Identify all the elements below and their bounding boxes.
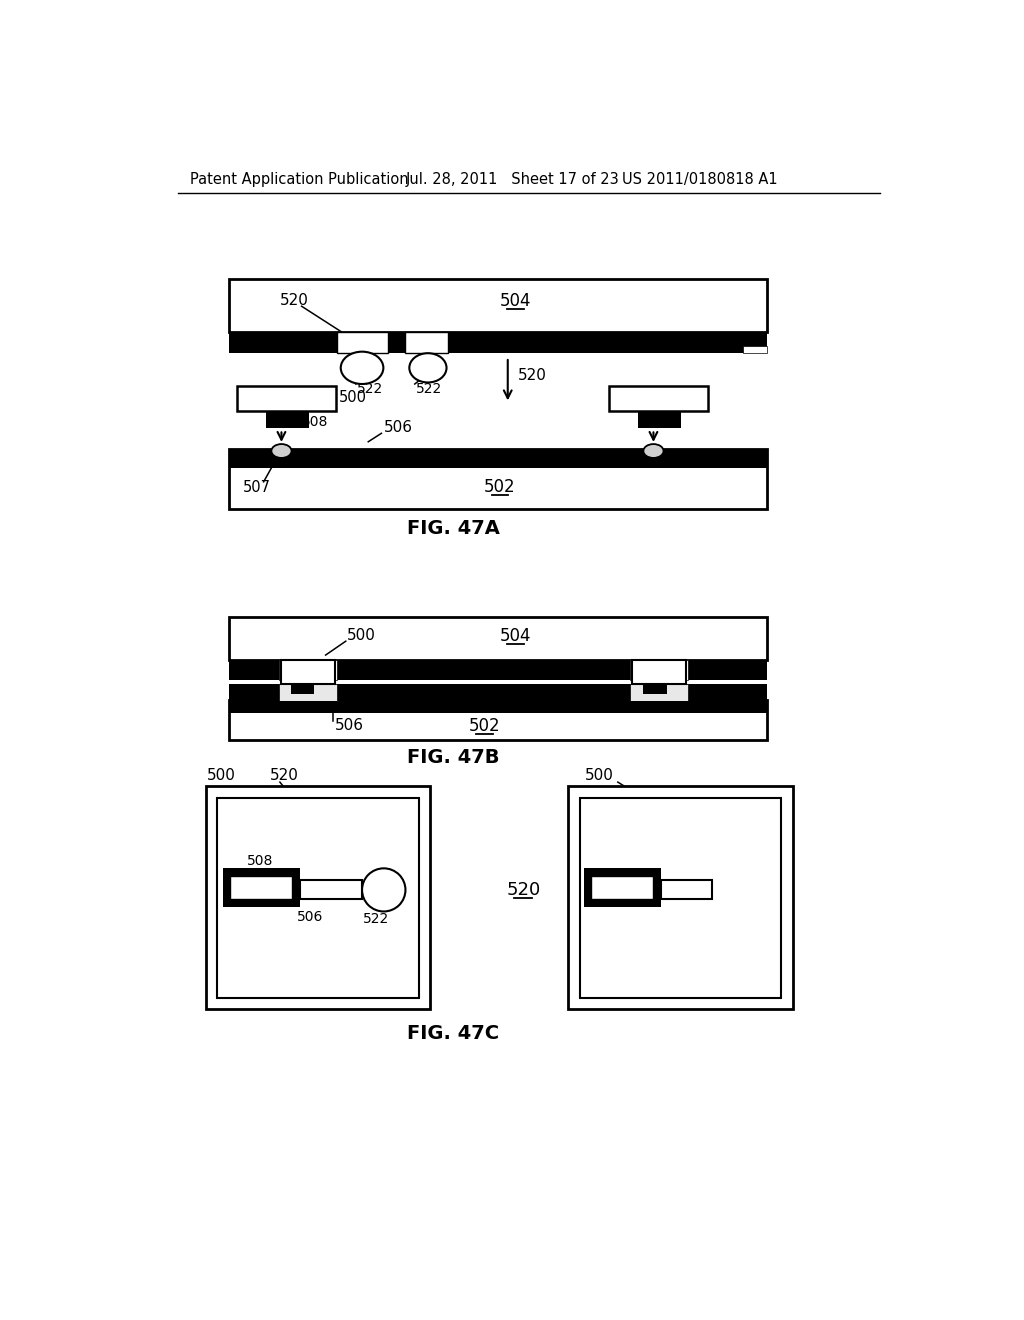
Bar — [237, 387, 336, 411]
Text: 500: 500 — [207, 768, 236, 784]
Bar — [228, 701, 767, 713]
Text: 504: 504 — [500, 292, 531, 310]
Text: 520: 520 — [270, 768, 299, 784]
Bar — [266, 411, 308, 428]
Text: 500: 500 — [347, 628, 376, 643]
Text: 500: 500 — [586, 768, 614, 784]
Bar — [337, 331, 388, 354]
Text: 520: 520 — [506, 880, 541, 899]
Text: 510: 510 — [289, 447, 315, 462]
Text: 520: 520 — [407, 684, 436, 698]
Bar — [280, 684, 337, 701]
Bar — [630, 701, 691, 713]
Bar — [228, 616, 767, 660]
Text: 520: 520 — [518, 368, 547, 383]
Bar — [228, 449, 767, 469]
Bar — [630, 684, 688, 701]
Text: 508: 508 — [302, 414, 329, 429]
Text: 502: 502 — [484, 478, 516, 496]
Bar — [206, 785, 430, 1010]
Text: US 2011/0180818 A1: US 2011/0180818 A1 — [623, 172, 778, 186]
Text: 506: 506 — [384, 420, 413, 436]
Text: 500: 500 — [339, 389, 367, 405]
Ellipse shape — [271, 444, 292, 458]
Bar — [228, 700, 767, 739]
Text: 522: 522 — [357, 383, 384, 396]
Bar — [228, 331, 767, 354]
Bar — [630, 660, 688, 680]
Bar — [280, 660, 337, 680]
Bar — [228, 280, 767, 331]
Bar — [568, 785, 793, 1010]
Bar — [584, 869, 662, 907]
Ellipse shape — [410, 354, 446, 383]
Bar — [643, 684, 667, 693]
Text: 507: 507 — [243, 479, 270, 495]
Bar — [291, 684, 314, 693]
Text: 504: 504 — [500, 627, 531, 644]
Text: 506: 506 — [335, 718, 364, 734]
Text: 522: 522 — [362, 912, 389, 927]
Text: 508: 508 — [248, 854, 273, 867]
Text: FIG. 47B: FIG. 47B — [408, 748, 500, 767]
Bar — [271, 701, 337, 713]
Text: 506: 506 — [297, 909, 324, 924]
Bar — [406, 331, 449, 354]
Text: 502: 502 — [469, 717, 501, 735]
Ellipse shape — [341, 351, 383, 384]
Bar — [742, 346, 767, 354]
Text: Patent Application Publication: Patent Application Publication — [190, 172, 409, 186]
Bar — [228, 684, 767, 701]
Bar — [580, 797, 781, 998]
Bar — [608, 387, 708, 411]
Bar — [222, 869, 300, 907]
Text: FIG. 47C: FIG. 47C — [408, 1024, 500, 1043]
Ellipse shape — [643, 444, 664, 458]
Bar — [228, 660, 767, 680]
Bar — [592, 876, 653, 899]
Bar — [300, 880, 362, 899]
Text: FIG. 47A: FIG. 47A — [408, 519, 500, 537]
Bar — [228, 449, 767, 508]
Text: 520: 520 — [280, 293, 309, 309]
Bar — [217, 797, 419, 998]
Bar — [263, 449, 319, 469]
Text: 522: 522 — [417, 383, 442, 396]
Bar — [230, 876, 292, 899]
Bar — [662, 880, 712, 899]
Bar — [623, 449, 678, 469]
Bar — [281, 660, 335, 684]
Circle shape — [362, 869, 406, 911]
Bar — [638, 411, 681, 428]
Text: Jul. 28, 2011   Sheet 17 of 23: Jul. 28, 2011 Sheet 17 of 23 — [406, 172, 620, 186]
Bar — [632, 660, 686, 684]
